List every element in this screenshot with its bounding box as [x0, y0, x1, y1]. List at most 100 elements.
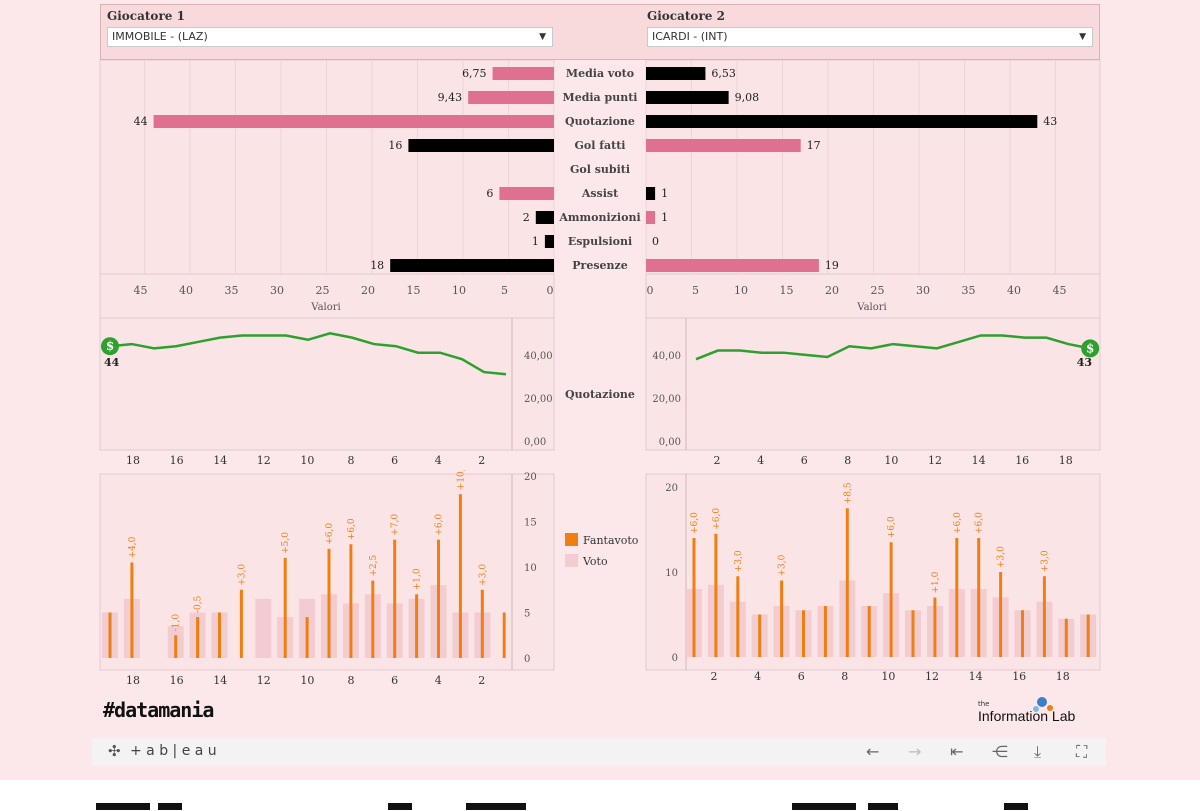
bar-value-label-player1: 2 — [523, 211, 530, 224]
bonus-annotation: +3,0 — [237, 564, 247, 586]
category-label: Gol subiti — [570, 163, 630, 176]
x-tick-label: 15 — [407, 284, 421, 297]
x-axis-title: Valori — [856, 302, 886, 313]
y-tick-label: 20 — [524, 472, 537, 483]
fantavoto-bar — [692, 538, 696, 657]
fantavoto-bar — [1064, 618, 1068, 657]
fantavoto-bar — [802, 610, 805, 657]
bar-value-label-player2: 0 — [652, 235, 659, 248]
voto-bar — [255, 598, 272, 658]
bonus-annotation: -1,0 — [172, 614, 182, 632]
bonus-annotation: +2,5 — [369, 555, 379, 577]
x-tick-label: 18 — [126, 454, 140, 467]
bar-player2 — [646, 259, 819, 272]
category-label: Gol fatti — [575, 139, 626, 152]
bar-player1 — [468, 91, 554, 104]
bar-player2 — [646, 67, 706, 80]
bar-player2 — [646, 115, 1038, 128]
bar-value-label-player1: 6 — [486, 187, 493, 200]
bonus-annotation: +6,0 — [953, 512, 963, 534]
download-icon[interactable]: ⤓ — [1034, 742, 1042, 761]
y-tick-label: 40,00 — [524, 351, 553, 362]
end-value-label: 43 — [1077, 356, 1092, 369]
x-tick-label: 4 — [435, 674, 442, 687]
fantavoto-bar — [999, 572, 1003, 657]
x-tick-label: 10 — [300, 674, 314, 687]
y-tick-label: 10 — [665, 568, 678, 579]
share-icon[interactable]: ⋲ — [992, 742, 1008, 761]
fantavoto-bar — [780, 580, 784, 657]
player2-dropdown[interactable]: ICARDI - (INT) ▼ — [647, 27, 1093, 47]
category-label: Media voto — [566, 67, 634, 80]
x-tick-label: 6 — [801, 454, 808, 467]
bar-value-label-player2: 9,08 — [735, 91, 760, 104]
x-tick-label: 4 — [757, 454, 764, 467]
dollar-icon — [101, 337, 119, 356]
information-lab-logo: the Information Lab — [978, 696, 1088, 728]
y-tick-label: 15 — [524, 518, 537, 529]
bar-value-label-player1: 9,43 — [438, 91, 463, 104]
fantavoto-bar — [845, 508, 849, 657]
x-tick-label: 8 — [844, 454, 851, 467]
redo-icon[interactable]: → — [908, 742, 922, 761]
revert-icon[interactable]: ⇤ — [950, 742, 964, 761]
x-tick-label: 10 — [881, 670, 895, 683]
x-tick-label: 5 — [692, 284, 699, 297]
player1-value: IMMOBILE - (LAZ) — [112, 30, 208, 43]
bar-value-label-player2: 1 — [661, 211, 668, 224]
fullscreen-icon[interactable]: ⛶ — [1076, 742, 1088, 761]
bar-player1 — [153, 115, 554, 128]
player-filter-panel: Giocatore 1 IMMOBILE - (LAZ) ▼ Giocatore… — [100, 4, 1100, 60]
bar-value-label-player2: 6,53 — [711, 67, 736, 80]
stats-butterfly-chart: Media voto 6,75 6,53 Media punti 9,43 9,08 Quo… — [99, 60, 1101, 318]
datamania-hashtag: #datamania — [103, 698, 214, 722]
start-value-label: 44 — [104, 356, 120, 369]
x-tick-label: 0 — [547, 284, 554, 297]
tableau-icon[interactable]: ✣ — [108, 742, 121, 760]
category-label: Media punti — [563, 91, 638, 104]
fantavoto-bar — [889, 542, 893, 657]
bonus-annotation: +3,0 — [734, 550, 744, 572]
x-tick-label: 30 — [270, 284, 284, 297]
x-tick-label: 18 — [1056, 670, 1070, 683]
y-tick-label: 10 — [524, 563, 537, 574]
x-tick-label: 45 — [134, 284, 148, 297]
undo-icon[interactable]: ← — [866, 742, 880, 761]
bar-value-label-player2: 1 — [661, 187, 668, 200]
player1-dropdown[interactable]: IMMOBILE - (LAZ) ▼ — [107, 27, 553, 47]
fantavoto-bar — [415, 594, 419, 658]
bonus-annotation: +6,0 — [712, 508, 722, 530]
x-tick-label: 18 — [126, 674, 140, 687]
category-label: Espulsioni — [568, 235, 632, 248]
chevron-down-icon: ▼ — [1079, 32, 1086, 42]
bonus-annotation: +5,0 — [281, 532, 291, 554]
fantavoto-bar — [458, 494, 462, 658]
bar-player1 — [390, 259, 554, 272]
bonus-annotation: +3,0 — [997, 546, 1007, 568]
bar-value-label-player1: 6,75 — [462, 67, 487, 80]
tableau-brand-text[interactable]: + a b | e a u — [130, 743, 217, 759]
y-tick-label: 5 — [524, 609, 530, 620]
right-axis-panel — [645, 273, 1101, 318]
logo-text: Information Lab — [978, 708, 1076, 724]
x-tick-label: 16 — [1012, 670, 1026, 683]
x-tick-label: 12 — [257, 674, 271, 687]
fantavoto-bar — [371, 580, 375, 658]
bonus-annotation: +6,0 — [347, 518, 357, 540]
y-tick-label: 0 — [524, 654, 530, 665]
x-tick-label: 12 — [257, 454, 271, 467]
left-line-panel — [99, 317, 555, 451]
fantavoto-bar — [714, 533, 718, 657]
bonus-annotation: +3,0 — [778, 554, 788, 576]
x-tick-label: 16 — [170, 454, 184, 467]
x-tick-label: 30 — [916, 284, 930, 297]
legend-label-fantavoto: Fantavoto — [583, 534, 639, 547]
fantavoto-bar — [977, 538, 981, 657]
bonus-annotation: +4,0 — [128, 536, 138, 558]
x-tick-label: 12 — [925, 670, 939, 683]
bonus-annotation: +6,0 — [325, 523, 335, 545]
bonus-annotation: +1,0 — [413, 568, 423, 590]
x-tick-label: 14 — [969, 670, 983, 683]
x-tick-label: 14 — [972, 454, 986, 467]
fantavoto-bar — [393, 539, 397, 658]
